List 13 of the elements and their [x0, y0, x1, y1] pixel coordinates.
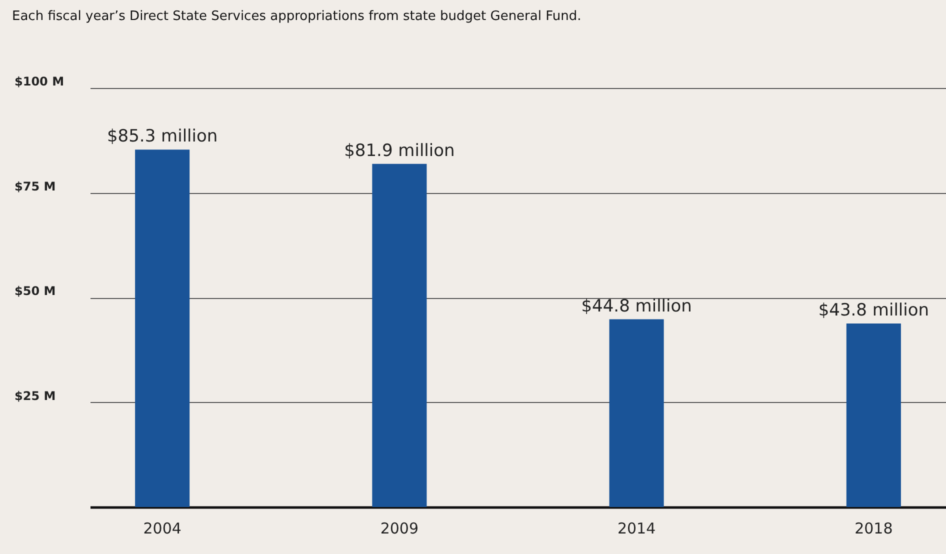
x-tick-label: 2014 — [617, 520, 656, 538]
data-label: $81.9 million — [344, 140, 455, 161]
x-tick-label: 2018 — [854, 520, 893, 538]
y-tick-label: $75 M — [14, 179, 56, 194]
x-tick-label: 2009 — [380, 520, 419, 538]
data-label: $85.3 million — [106, 126, 218, 147]
x-tick-label: 2004 — [143, 520, 182, 538]
data-label: $43.8 million — [818, 300, 930, 320]
y-tick-label: $100 M — [14, 74, 64, 88]
y-tick-label: $25 M — [14, 388, 56, 403]
data-label: $44.8 million — [581, 296, 692, 316]
chart-title: Each fiscal year’s Direct State Services appropriations from state budget General Fund. — [12, 9, 582, 24]
y-tick-label: $50 M — [14, 284, 56, 298]
